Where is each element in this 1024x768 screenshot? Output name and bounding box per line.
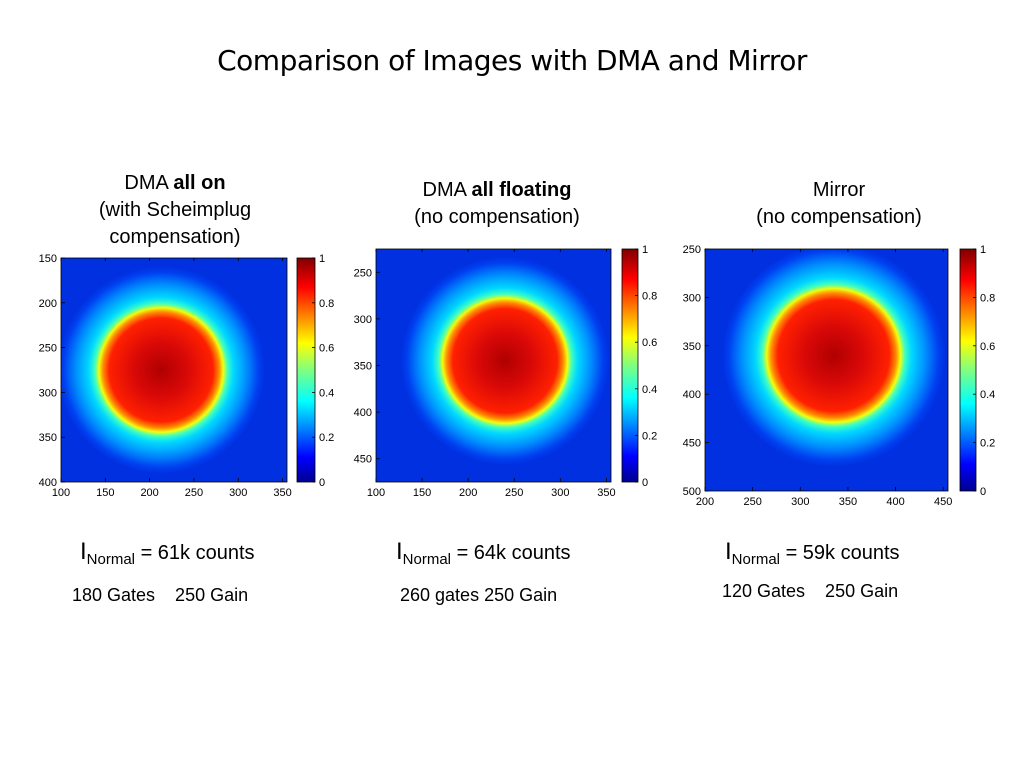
x-tick-label: 350: [597, 487, 615, 499]
panel-title-emphasis: all floating: [471, 179, 572, 201]
x-tick-label: 200: [696, 496, 714, 508]
y-tick-label: 400: [354, 407, 372, 419]
x-tick-label: 250: [185, 487, 203, 499]
colorbar-tick-label: 1: [642, 244, 648, 256]
x-tick-label: 250: [505, 487, 523, 499]
stat-subscript: Normal: [86, 551, 136, 568]
panel-title-prefix: Mirror: [812, 179, 866, 201]
y-tick-label: 300: [354, 314, 372, 326]
heatmap-panel-2: 100 150 200 250 300 350 250 300 350 400 450 0 0.2 0.4…: [354, 244, 658, 499]
intensity-stat-3: INormal = 59k counts: [725, 538, 900, 568]
y-tick-label: 250: [354, 267, 372, 279]
y-tick-label: 300: [683, 292, 701, 304]
stat-value: = 61k counts: [135, 542, 255, 564]
y-tick-label: 450: [354, 454, 372, 466]
colorbar-tick-label: 0.2: [980, 438, 995, 450]
heatmap-panel-1: 100 150 200 250 300 350 150 200 250 300 350 400 0 0.2…: [39, 253, 335, 499]
x-tick-label: 300: [229, 487, 247, 499]
y-tick-label: 500: [683, 486, 701, 498]
y-tick-label: 350: [683, 341, 701, 353]
colorbar: [621, 248, 639, 483]
x-tick-label: 150: [413, 487, 431, 499]
page-title: Comparison of Images with DMA and Mirror: [217, 44, 807, 77]
colorbar-tick-label: 0.2: [319, 432, 334, 444]
x-tick-label: 300: [791, 496, 809, 508]
colorbar-tick-label: 0.4: [642, 384, 657, 396]
x-tick-label: 200: [140, 487, 158, 499]
y-tick-label: 250: [683, 244, 701, 256]
y-tick-label: 200: [39, 298, 57, 310]
y-tick-label: 300: [39, 387, 57, 399]
y-tick-label: 150: [39, 253, 57, 265]
colorbar-tick-label: 0.8: [319, 298, 334, 310]
stat-symbol: I: [725, 538, 732, 565]
y-tick-label: 250: [39, 343, 57, 355]
panel-title-dma-all-on: DMA all on (with Scheimplug compensation…: [45, 170, 305, 251]
y-tick-label: 350: [39, 432, 57, 444]
x-tick-label: 250: [743, 496, 761, 508]
acquisition-settings-1: 180 Gates 250 Gain: [72, 585, 249, 605]
acquisition-settings-3: 120 Gates 250 Gain: [722, 581, 899, 601]
intensity-stat-2: INormal = 64k counts: [396, 538, 571, 568]
colorbar-tick-label: 0.4: [319, 387, 334, 399]
x-tick-label: 150: [96, 487, 114, 499]
x-tick-label: 450: [934, 496, 952, 508]
stat-value: = 64k counts: [451, 542, 571, 564]
colorbar-tick-label: 0.8: [980, 292, 995, 304]
colorbar: [959, 248, 977, 492]
stat-subscript: Normal: [731, 551, 781, 568]
colorbar-tick-label: 0.6: [980, 341, 995, 353]
panel-title-line2: (with Scheimplug: [98, 199, 252, 221]
panel-title-line2: (no compensation): [756, 206, 922, 228]
panel-title-line2: (no compensation): [414, 206, 580, 228]
colorbar-tick-label: 1: [980, 244, 986, 256]
colorbar-tick-label: 0.8: [642, 291, 657, 303]
beam-spot: [61, 266, 265, 474]
y-tick-label: 450: [683, 438, 701, 450]
heatmap-frame: [60, 257, 288, 483]
intensity-stat-1: INormal = 61k counts: [80, 538, 255, 568]
stat-subscript: Normal: [402, 551, 452, 568]
stat-symbol: I: [396, 538, 403, 565]
y-tick-label: 350: [354, 361, 372, 373]
stat-value: = 59k counts: [780, 542, 900, 564]
acquisition-settings-2: 260 gates 250 Gain: [400, 585, 558, 605]
x-tick-label: 300: [551, 487, 569, 499]
x-tick-label: 100: [367, 487, 385, 499]
heatmap-frame: [704, 248, 949, 492]
stat-symbol: I: [80, 538, 87, 565]
colorbar-tick-label: 0: [642, 477, 648, 489]
beam-spot: [722, 249, 946, 467]
colorbar-tick-label: 0.4: [980, 389, 995, 401]
colorbar-tick-label: 0.6: [642, 337, 657, 349]
colorbar-tick-label: 0: [980, 486, 986, 498]
heatmap-panel-3: 200 250 300 350 400 450 250 300 350 400 450 500 0 0.2…: [683, 244, 996, 508]
x-tick-label: 200: [459, 487, 477, 499]
x-tick-label: 350: [273, 487, 291, 499]
x-tick-label: 400: [886, 496, 904, 508]
x-tick-label: 350: [839, 496, 857, 508]
x-tick-label: 100: [52, 487, 70, 499]
panel-title-line3: compensation): [109, 226, 241, 248]
colorbar-tick-label: 0.6: [319, 343, 334, 355]
y-tick-label: 400: [683, 389, 701, 401]
panel-title-dma-all-floating: DMA all floating (no compensation): [367, 177, 627, 231]
beam-spot: [400, 256, 610, 466]
colorbar-tick-label: 1: [319, 253, 325, 265]
colorbar: [296, 257, 316, 483]
colorbar-tick-label: 0: [319, 477, 325, 489]
colorbar-tick-label: 0.2: [642, 430, 657, 442]
panel-title-emphasis: all on: [173, 172, 226, 194]
y-tick-label: 400: [39, 477, 57, 489]
panel-title-prefix: DMA: [124, 172, 174, 194]
panel-title-mirror: Mirror (no compensation): [709, 177, 969, 231]
panel-title-prefix: DMA: [422, 179, 472, 201]
